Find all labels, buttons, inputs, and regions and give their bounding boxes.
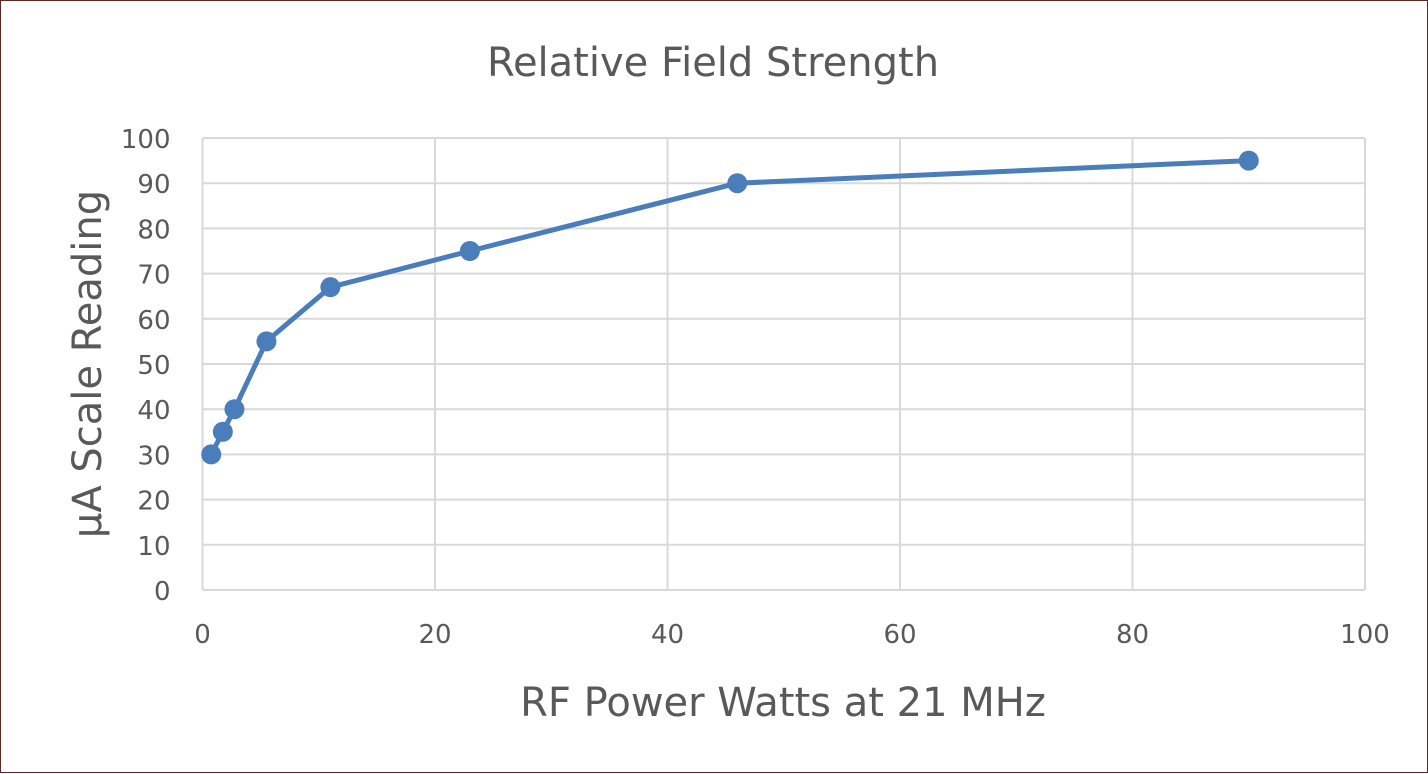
x-tick-label: 0 (194, 620, 211, 650)
y-tick-label: 20 (137, 487, 170, 517)
data-point (320, 277, 341, 298)
y-tick-label: 60 (137, 306, 170, 336)
y-tick-label: 70 (137, 261, 170, 291)
x-tick-label: 100 (1340, 620, 1390, 650)
data-point (201, 444, 222, 465)
x-tick-label: 20 (418, 620, 451, 650)
y-tick-label: 10 (137, 532, 170, 562)
y-tick-label: 30 (137, 441, 170, 471)
data-point (256, 331, 277, 352)
y-tick-label: 90 (137, 170, 170, 200)
data-point (727, 173, 748, 194)
series-line (208, 158, 1249, 456)
chart-title: Relative Field Strength (487, 40, 939, 86)
data-point (224, 399, 245, 420)
data-point (212, 421, 233, 442)
y-tick-label: 40 (137, 396, 170, 426)
y-tick-label: 0 (154, 577, 171, 607)
x-tick-label: 60 (883, 620, 916, 650)
x-tick-label: 40 (651, 620, 684, 650)
x-tick-label: 80 (1116, 620, 1149, 650)
data-point (1238, 150, 1259, 171)
x-axis-label: RF Power Watts at 21 MHz (520, 680, 1046, 726)
data-point (459, 241, 480, 261)
y-tick-label: 50 (137, 351, 170, 381)
y-tick-label: 80 (137, 215, 170, 245)
y-axis-label: µA Scale Reading (65, 190, 111, 538)
y-tick-label: 100 (121, 125, 171, 155)
